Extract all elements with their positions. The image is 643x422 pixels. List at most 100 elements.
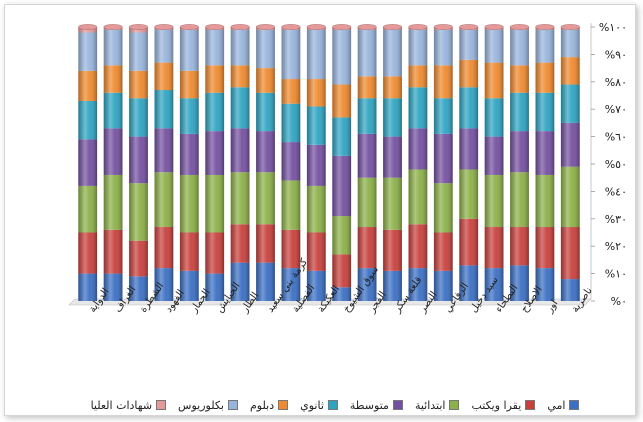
bar-stack-8: [281, 24, 301, 301]
bar-top-cap: [332, 24, 352, 30]
legend-swatch: [525, 400, 536, 410]
bar-shading: [357, 27, 377, 301]
bar-stack-1: [103, 24, 123, 301]
bar-stack-15: [459, 24, 479, 301]
bar-shading: [383, 27, 402, 301]
y-tick-label: %١٠: [605, 268, 627, 281]
legend-label: دبلوم: [250, 398, 275, 412]
legend-swatch: [228, 400, 238, 410]
legend-label: ابتدائية: [414, 398, 446, 412]
bar-stack-9: [306, 24, 326, 301]
bar-top-cap: [408, 24, 428, 30]
bar-shading: [230, 27, 250, 301]
bar-stack-5: [205, 24, 225, 301]
bar-shading: [129, 27, 148, 301]
legend-swatch: [156, 400, 167, 410]
bar-top-cap: [357, 24, 377, 30]
bar-shading: [103, 27, 123, 301]
bar-stack-10: [332, 24, 352, 301]
legend-item: متوسطة: [350, 397, 403, 413]
bar-shading: [484, 27, 504, 301]
bar-top-cap: [382, 24, 403, 30]
y-tick-label: %٥٠: [605, 158, 627, 171]
bar-shading: [306, 27, 326, 301]
bar-shading: [154, 27, 174, 301]
y-tick-label: %٦٠: [605, 131, 627, 144]
bars-layer: [78, 24, 580, 301]
legend-label: ثانوي: [300, 398, 324, 412]
bar-top-cap: [509, 24, 530, 30]
y-tick-labels: %٠ %١٠ %٢٠ %٣٠ %٤٠ %٥٠ %٦٠ %٧٠ %٨٠ %٩٠ %١٠٠: [591, 21, 627, 308]
bar-shading: [433, 27, 453, 301]
bar-shading: [560, 27, 580, 301]
y-tick-label: %٤٠: [605, 185, 627, 198]
bar-shading: [408, 27, 428, 301]
bar-top-cap: [179, 24, 199, 30]
legend: امي يقرا ويكتب ابتدائية متوسطة ثانوي دبلوم بكل…: [65, 397, 605, 413]
bar-top-cap: [78, 24, 98, 30]
stacked-bar-chart: %٠%١٠%٢٠%٣٠%٤٠%٥٠%٦٠%٧٠%٨٠%٩٠%١٠٠ الدواي…: [68, 21, 627, 316]
bar-top-cap: [459, 24, 479, 30]
bar-top-cap: [281, 24, 301, 30]
bar-stack-14: [433, 24, 453, 301]
bar-stack-18: [535, 24, 555, 301]
bar-stack-2: [128, 24, 149, 301]
legend-swatch: [278, 400, 289, 410]
bar-stack-4: [179, 24, 199, 301]
bar-shading: [256, 27, 275, 301]
legend-swatch: [569, 400, 580, 410]
legend-label: شهادات العليا: [90, 398, 153, 412]
bar-stack-0: [78, 24, 98, 301]
legend-item: بكلوريوس: [178, 397, 238, 413]
bar-top-cap: [230, 24, 250, 30]
bar-top-cap: [306, 24, 326, 30]
bar-top-cap: [433, 24, 453, 30]
bar-shading: [535, 27, 555, 301]
bar-stack-3: [154, 24, 174, 301]
legend-label: يقرا ويكتب: [471, 398, 522, 412]
y-tick-label: %٧٠: [605, 103, 627, 116]
bar-stack-11: [357, 24, 377, 301]
bar-stack-13: [408, 24, 428, 301]
bar-stack-17: [509, 24, 530, 301]
bar-shading: [510, 27, 529, 301]
legend-label: متوسطة: [349, 398, 389, 412]
legend-swatch: [449, 400, 460, 410]
legend-swatch: [392, 400, 403, 410]
y-tick-label: %١٠٠: [599, 21, 627, 34]
y-tick-label: %٣٠: [605, 213, 627, 226]
bar-top-cap: [484, 24, 504, 30]
bar-shading: [332, 27, 352, 301]
legend-item: امي: [547, 397, 580, 413]
bar-shading: [281, 27, 301, 301]
y-tick-label: %٩٠: [605, 48, 627, 61]
bar-stack-12: [382, 24, 403, 301]
legend-label: بكلوريوس: [178, 398, 224, 412]
legend-item: يقرا ويكتب: [471, 397, 536, 413]
y-tick-label: %٢٠: [605, 240, 627, 253]
legend-label: امي: [547, 398, 566, 412]
chart-frame: %٠ %١٠ %٢٠ %٣٠ %٤٠ %٥٠ %٦٠ %٧٠ %٨٠ %٩٠ %١٠٠ الدواي…: [4, 4, 636, 416]
bar-top-cap: [103, 24, 123, 30]
bar-stack-19: [560, 24, 580, 301]
bar-top-cap: [255, 24, 276, 30]
bar-stack-6: [230, 24, 250, 301]
bar-top-cap: [128, 24, 149, 30]
legend-item: ابتدائية: [415, 397, 460, 413]
bar-top-cap: [154, 24, 174, 30]
bar-shading: [78, 27, 98, 301]
legend-item: دبلوم: [250, 397, 289, 413]
legend-swatch: [327, 400, 338, 410]
bar-stack-7: [255, 24, 276, 301]
bar-shading: [459, 27, 479, 301]
bar-stack-16: [484, 24, 504, 301]
y-tick-label: %٠: [611, 295, 627, 308]
bar-shading: [179, 27, 199, 301]
bar-shading: [205, 27, 225, 301]
legend-item: ثانوي: [300, 397, 338, 413]
legend-item: شهادات العليا: [90, 397, 167, 413]
bar-top-cap: [535, 24, 555, 30]
bar-top-cap: [560, 24, 580, 30]
y-tick-label: %٨٠: [605, 76, 627, 89]
bar-top-cap: [205, 24, 225, 30]
